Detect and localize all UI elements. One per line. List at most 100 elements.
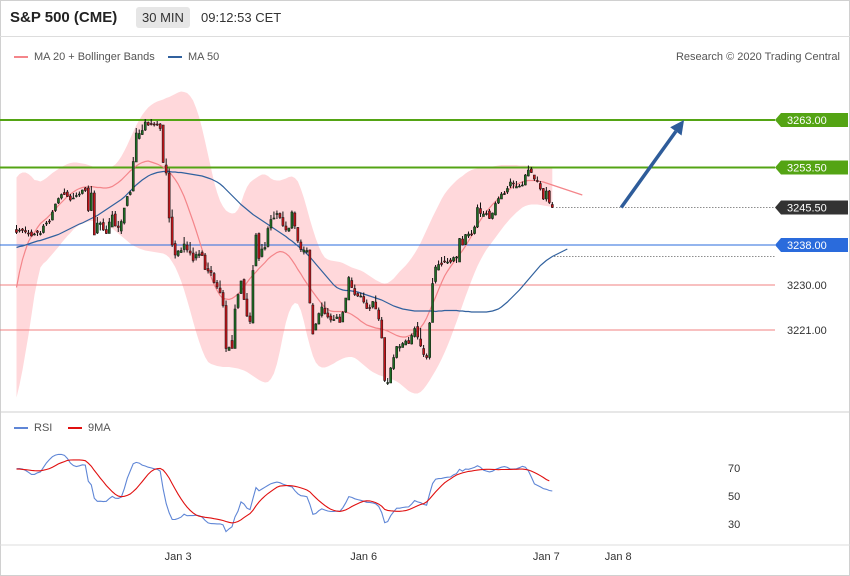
- candle-body: [233, 308, 237, 349]
- candle-body: [149, 123, 153, 125]
- candle-body: [515, 186, 518, 189]
- candle-body: [87, 187, 90, 211]
- candle-body: [81, 189, 84, 194]
- candle-body: [302, 249, 306, 253]
- candle-body: [33, 233, 36, 236]
- candle-body: [170, 216, 174, 246]
- candle-body: [227, 347, 231, 351]
- candle-body: [203, 254, 207, 270]
- candle-body: [359, 295, 363, 298]
- candle-body: [317, 313, 321, 325]
- candle-body: [347, 277, 351, 301]
- legend-swatch-rsi: [14, 427, 28, 430]
- candle-body: [182, 243, 186, 250]
- candle-body: [54, 203, 57, 211]
- candle-body: [320, 306, 324, 316]
- candle-body: [512, 182, 515, 185]
- candle-body: [314, 323, 318, 331]
- legend-label-rsi-ma: 9MA: [88, 422, 111, 434]
- candle-body: [530, 168, 533, 173]
- candle-body: [341, 312, 345, 323]
- candle-body: [146, 122, 150, 126]
- candle-body: [218, 287, 222, 293]
- timeframe-badge[interactable]: 30 MIN: [136, 7, 190, 28]
- rsi-line: [16, 453, 553, 533]
- candle-body: [260, 248, 264, 257]
- candle-body: [293, 212, 297, 227]
- candle-body: [431, 283, 434, 323]
- candle-body: [401, 343, 404, 348]
- candle-body: [296, 227, 300, 242]
- candle-body: [332, 319, 336, 321]
- candle-body: [39, 233, 42, 235]
- legend-swatch-rsi-ma: [68, 427, 82, 430]
- candle-body: [545, 190, 548, 200]
- candle-body: [494, 203, 497, 216]
- candle-body: [281, 217, 285, 226]
- candle-body: [42, 225, 45, 233]
- candle-body: [287, 227, 291, 232]
- candle-body: [99, 222, 102, 225]
- candle-body: [179, 250, 183, 253]
- candle-body: [329, 315, 333, 321]
- candle-body: [200, 252, 204, 256]
- candle-body: [161, 124, 165, 163]
- candle-body: [443, 260, 446, 263]
- candle-body: [122, 207, 126, 224]
- candle-body: [90, 192, 93, 211]
- candle-body: [60, 194, 63, 199]
- price-axis-tag-1: [775, 160, 848, 175]
- candle-body: [407, 340, 410, 344]
- date-label-0: Jan 3: [165, 551, 192, 563]
- candle-body: [158, 123, 162, 129]
- candle-body: [197, 253, 201, 256]
- legend-ma50: MA 50: [168, 51, 219, 63]
- ma20-line: [15, 160, 583, 338]
- candle-body: [128, 192, 132, 195]
- rsi-ma-line: [16, 459, 550, 524]
- ma50-line: [16, 170, 568, 313]
- candle-body: [278, 213, 282, 218]
- candle-body: [488, 210, 491, 219]
- candle-body: [548, 190, 551, 203]
- candle-body: [464, 234, 467, 245]
- instrument-title: S&P 500 (CME): [10, 9, 118, 26]
- candle-body: [176, 250, 180, 256]
- candle-body: [452, 257, 455, 262]
- candle-body: [75, 195, 78, 197]
- candle-body: [93, 192, 96, 236]
- candle-body: [275, 213, 279, 215]
- candle-body: [437, 264, 440, 271]
- candle-body: [254, 234, 258, 267]
- candle-body: [209, 270, 213, 273]
- candle-body: [485, 213, 488, 215]
- candle-body: [27, 232, 30, 235]
- candle-body: [350, 280, 354, 288]
- candle-body: [455, 256, 458, 259]
- rsi-axis-label-0: 70: [728, 463, 740, 475]
- candle-body: [152, 123, 156, 126]
- candle-body: [398, 346, 401, 349]
- candle-body: [113, 213, 117, 227]
- candle-body: [470, 233, 473, 236]
- candle-body: [449, 259, 452, 263]
- candle-body: [155, 123, 159, 126]
- candle-body: [467, 233, 470, 237]
- candle-body: [419, 338, 422, 347]
- candle-body: [48, 220, 51, 223]
- candle-body: [116, 225, 120, 228]
- candle-body: [527, 169, 530, 177]
- candle-body: [239, 280, 243, 294]
- candle-body: [461, 238, 464, 246]
- candle-body: [45, 222, 48, 225]
- target-arrow-head: [670, 120, 685, 136]
- candle-body: [15, 229, 18, 233]
- candle-body: [335, 316, 339, 319]
- candle-body: [51, 211, 54, 221]
- candle-body: [377, 309, 381, 320]
- candle-body: [491, 212, 494, 219]
- candle-body: [230, 340, 234, 349]
- candle-body: [266, 228, 270, 247]
- candle-body: [84, 187, 87, 191]
